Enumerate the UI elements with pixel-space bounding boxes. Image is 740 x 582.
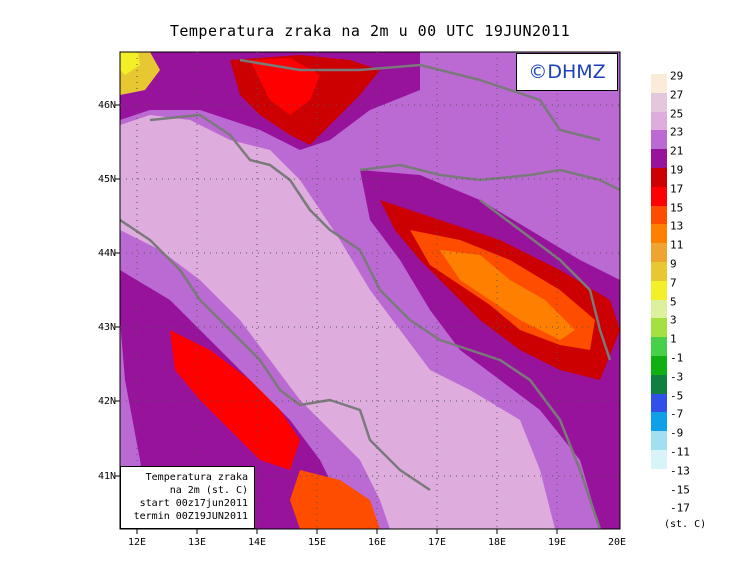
legend-label: -1 <box>670 351 684 365</box>
legend-swatch <box>651 224 667 244</box>
graticule <box>115 52 620 534</box>
lat-label: 43N <box>97 322 116 333</box>
legend-swatch <box>651 356 667 376</box>
lon-label: 12E <box>127 537 147 548</box>
info-line: Temperatura zraka <box>145 472 248 483</box>
legend-label: 15 <box>670 201 684 215</box>
lon-label: 13E <box>187 537 207 548</box>
lon-label: 18E <box>487 537 507 548</box>
legend-swatch <box>651 130 667 150</box>
legend-label: 29 <box>670 69 684 83</box>
info-line: start 00z17jun2011 <box>139 498 248 509</box>
lat-label: 45N <box>97 174 116 185</box>
legend-swatch <box>651 243 667 263</box>
legend-swatch <box>651 74 667 94</box>
legend-swatch <box>651 149 667 169</box>
lat-label: 41N <box>97 471 116 482</box>
legend-label: 9 <box>670 257 677 271</box>
info-box: Temperatura zraka na 2m (st. C) start 00… <box>120 466 255 529</box>
border-line <box>359 163 620 192</box>
legend-swatch <box>651 299 667 319</box>
lon-label: 16E <box>367 537 387 548</box>
legend-swatch <box>651 374 667 395</box>
bosnia-orange-core <box>440 250 575 340</box>
legend-label: -3 <box>670 370 684 384</box>
lat-label: 42N <box>97 396 116 407</box>
map-title: Temperatura zraka na 2m u 00 UTC 19JUN20… <box>169 22 571 40</box>
legend-label: 7 <box>670 276 677 290</box>
lon-label: 15E <box>307 537 327 548</box>
legend-swatch <box>651 450 667 470</box>
legend-label: 19 <box>670 163 684 177</box>
legend-swatch <box>651 111 667 131</box>
legend-label: -17 <box>670 501 690 515</box>
italy-red-south <box>170 330 300 470</box>
info-line: termin 00Z19JUN2011 <box>133 511 248 522</box>
legend-label: 27 <box>670 88 684 102</box>
legend-swatch <box>651 318 667 338</box>
legend-swatch <box>651 393 667 413</box>
dhmz-logo: ©DHMZ <box>516 53 618 91</box>
map-frame <box>119 51 621 530</box>
border-line-2 <box>479 199 612 361</box>
legend-label: 11 <box>670 238 684 252</box>
legend-swatch <box>651 205 667 225</box>
legend-label: -13 <box>670 464 690 478</box>
legend-label: 23 <box>670 125 684 139</box>
italy-red-bottom <box>290 470 380 529</box>
legend-swatch <box>651 431 667 451</box>
legend-label: -9 <box>670 426 684 440</box>
legend-label: -5 <box>670 389 684 403</box>
legend-label: 5 <box>670 295 677 309</box>
lat-label: 46N <box>97 100 116 111</box>
croatian-coastline <box>149 113 602 529</box>
legend-unit: (st. C) <box>664 519 707 530</box>
legend-swatch <box>651 412 667 432</box>
legend-label: -7 <box>670 407 684 421</box>
info-line: na 2m (st. C) <box>169 485 248 496</box>
land-band-purple <box>120 52 620 529</box>
lon-label: 17E <box>427 537 447 548</box>
legend-label: 13 <box>670 219 684 233</box>
legend-label: 25 <box>670 107 684 121</box>
legend-swatch <box>651 186 667 207</box>
lon-label: 19E <box>547 537 567 548</box>
legend-swatch <box>651 92 667 113</box>
legend-label: -11 <box>670 445 690 459</box>
legend-swatch <box>651 468 667 489</box>
legend-label: 17 <box>670 182 684 196</box>
legend-swatch <box>651 280 667 301</box>
italian-coastline <box>120 218 431 492</box>
legend-swatch <box>651 168 667 188</box>
legend-swatch <box>651 262 667 282</box>
lon-label: 20E <box>607 537 627 548</box>
legend-label: -15 <box>670 483 690 497</box>
legend-swatch <box>651 337 667 357</box>
lat-label: 44N <box>97 248 116 259</box>
north-red <box>250 58 320 115</box>
adriatic-cool <box>150 130 480 529</box>
legend-label: 1 <box>670 332 677 346</box>
legend-label: 3 <box>670 313 677 327</box>
lon-label: 14E <box>247 537 267 548</box>
legend-label: 21 <box>670 144 684 158</box>
po-valley-yellow <box>120 52 140 75</box>
border-line-3 <box>239 58 601 142</box>
